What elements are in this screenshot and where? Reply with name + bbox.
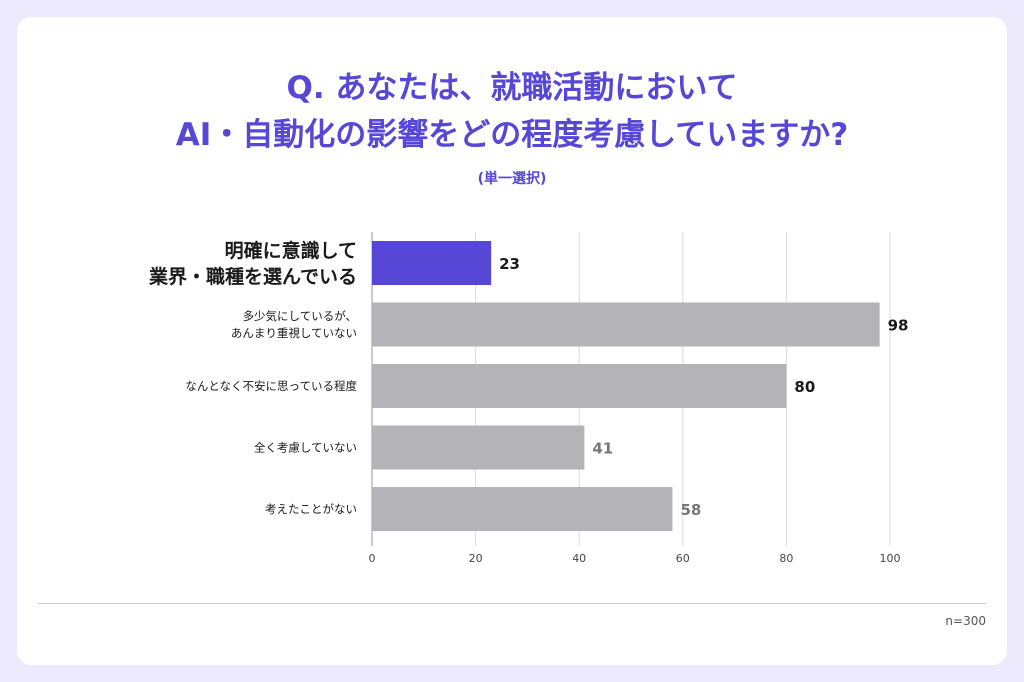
bar	[372, 487, 673, 531]
subtitle: (単一選択)	[477, 171, 547, 187]
category-label: 考えたことがない	[265, 502, 357, 516]
title-line-2: AI・自動化の影響をどの程度考慮していますか?	[175, 117, 849, 153]
x-tick-label: 80	[779, 552, 793, 565]
title-line-1: Q. あなたは、就職活動において	[286, 70, 738, 106]
data-label: 58	[680, 501, 701, 519]
bar	[372, 364, 787, 408]
category-label: 全く考慮していない	[254, 441, 357, 455]
data-label: 80	[794, 378, 815, 396]
x-tick-label: 0	[369, 552, 376, 565]
sample-size-note: n=300	[945, 614, 986, 628]
x-tick-label: 40	[572, 552, 586, 565]
data-label: 98	[888, 317, 909, 335]
bar	[372, 241, 492, 285]
x-tick-label: 60	[676, 552, 690, 565]
data-label: 41	[592, 440, 613, 458]
category-label: あんまり重視していない	[231, 326, 357, 340]
data-label: 23	[499, 255, 520, 273]
category-label: 多少気にしているが、	[243, 309, 357, 323]
x-tick-label: 20	[469, 552, 483, 565]
bar	[372, 425, 585, 470]
category-label: 明確に意識して	[225, 239, 357, 262]
category-label: なんとなく不安に思っている程度	[185, 379, 357, 393]
bar	[372, 302, 880, 347]
footer-divider	[38, 603, 986, 604]
x-tick-label: 100	[880, 552, 901, 565]
category-label: 業界・職種を選んでいる	[148, 265, 357, 288]
